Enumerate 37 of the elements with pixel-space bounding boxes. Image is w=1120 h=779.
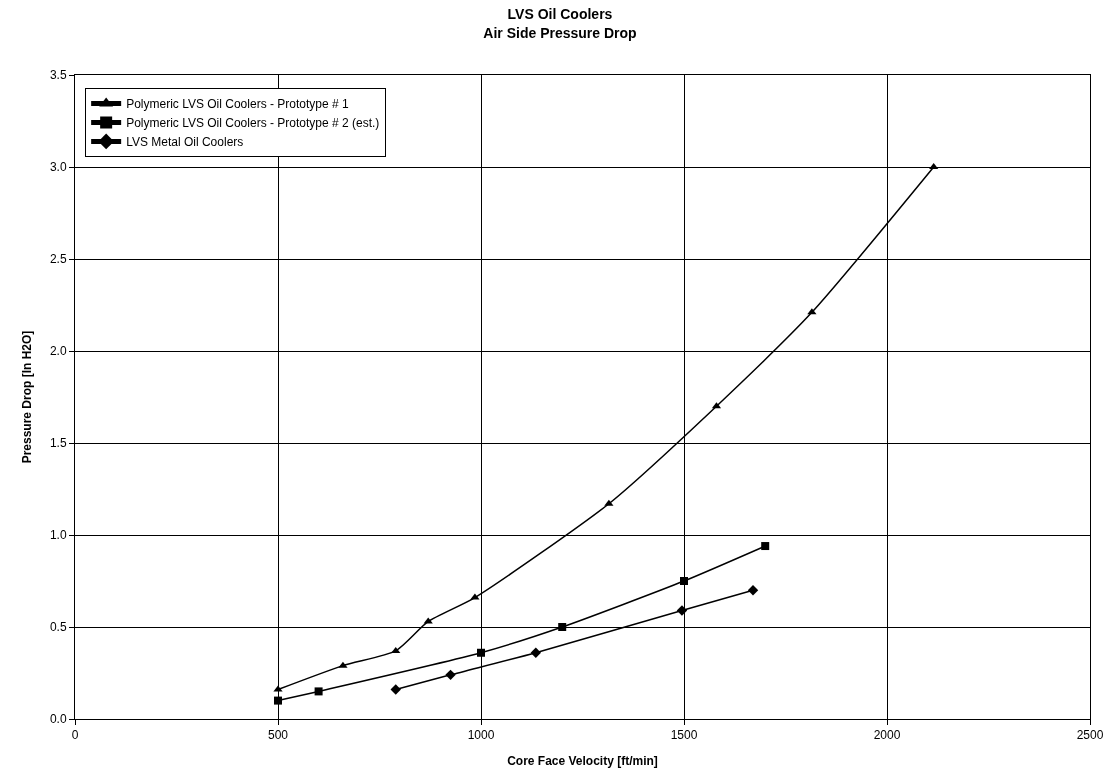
point: [558, 623, 567, 631]
point: [470, 593, 480, 600]
x-tick-label: 1000: [467, 728, 495, 743]
chart-subtitle: Air Side Pressure Drop: [483, 24, 637, 41]
point: [338, 661, 348, 668]
y-tick-label: 3.5: [49, 68, 67, 83]
x-tick-label: 2000: [873, 728, 901, 743]
x-axis-title: Core Face Velocity [ft/min]: [507, 754, 658, 769]
point: [273, 685, 283, 692]
y-tick-label: 1.5: [49, 436, 67, 451]
x-tick-label: 2500: [1076, 728, 1104, 743]
point: [274, 696, 282, 705]
point: [477, 648, 485, 657]
point: [680, 577, 688, 585]
x-tick-label: 500: [267, 728, 289, 743]
y-tick-label: 2.5: [49, 252, 67, 267]
chart-title: LVS Oil Coolers: [507, 6, 613, 23]
x-tick-label: 1500: [670, 728, 698, 743]
point: [676, 605, 688, 616]
x-tick-label: 0: [71, 728, 79, 743]
legend-label: Polymeric LVS Oil Coolers - Prototype # 1: [126, 97, 349, 112]
legend-label: LVS Metal Oil Coolers: [126, 135, 244, 150]
point: [390, 684, 401, 695]
point: [314, 687, 323, 696]
y-axis-title: Pressure Drop [In H2O]: [20, 330, 35, 464]
y-tick-label: 2.0: [49, 344, 67, 359]
y-tick-label: 3.0: [49, 160, 67, 175]
point: [761, 542, 770, 551]
y-tick-label: 0.0: [49, 712, 67, 727]
point: [604, 499, 614, 506]
point: [445, 669, 456, 681]
legend-label: Polymeric LVS Oil Coolers - Prototype # 2 (est.): [126, 116, 380, 131]
point: [391, 646, 401, 653]
y-tick-label: 1.0: [49, 528, 67, 543]
y-tick-label: 0.5: [49, 620, 67, 635]
point: [530, 647, 542, 658]
point: [747, 585, 759, 596]
